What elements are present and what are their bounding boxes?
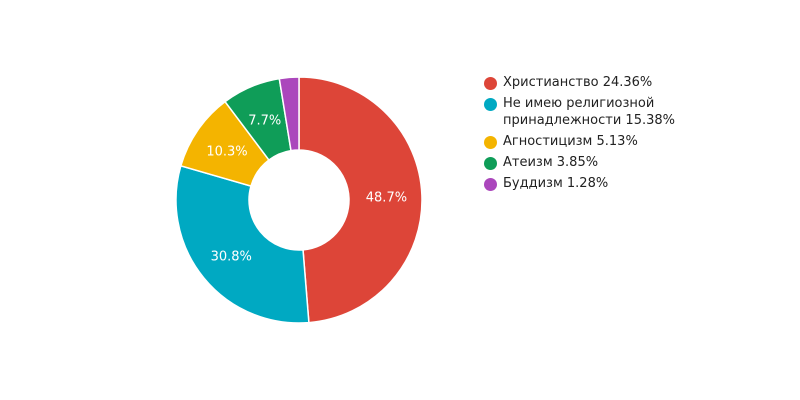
legend-item: Буддизм 1.28% [484,175,784,192]
legend-label: Буддизм 1.28% [503,176,609,191]
legend-label: Не имею религиозной принадлежности 15.38… [503,96,675,128]
slice-label: 10.3% [206,144,247,159]
legend-swatch [484,136,497,149]
legend-swatch [484,157,497,170]
legend-swatch [484,77,497,90]
slice-label: 30.8% [211,249,252,264]
legend-item: Христианство 24.36% [484,74,784,91]
legend-swatch [484,98,497,111]
slice-label: 48.7% [366,190,407,205]
legend-item: Не имею религиозной принадлежности 15.38… [484,95,784,129]
pie-slice [298,76,423,324]
legend-swatch [484,178,497,191]
pie-slice [175,164,310,324]
legend-label: Христианство 24.36% [503,75,653,90]
legend-item: Атеизм 3.85% [484,154,784,171]
slice-label: 7.7% [248,114,281,129]
legend-item: Агностицизм 5.13% [484,133,784,150]
legend-label: Атеизм 3.85% [503,155,599,170]
pie-slice [278,76,300,152]
legend-label: Агностицизм 5.13% [503,134,638,149]
legend: Христианство 24.36% Не имею религиозной п… [484,74,784,196]
